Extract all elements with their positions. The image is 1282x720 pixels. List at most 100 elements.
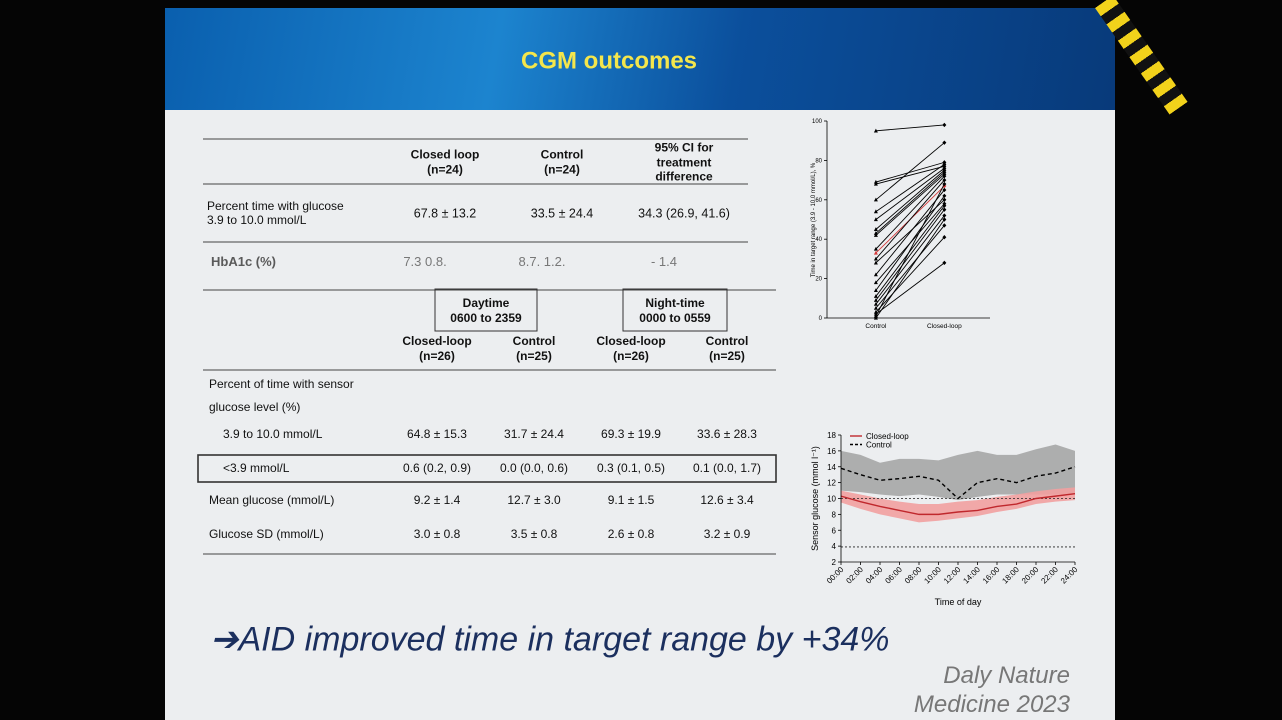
closed-loop-marker	[942, 173, 947, 179]
section-label: Percent of time with sensor glucose leve…	[209, 377, 354, 414]
pair-line	[875, 205, 945, 297]
column-header: Closed loop (n=24)	[410, 147, 480, 177]
pair-line	[875, 165, 945, 185]
control-marker	[873, 217, 878, 222]
x-tick-label: 16:00	[981, 565, 1002, 586]
closed-loop-marker	[942, 223, 947, 228]
x-tick-label: 18:00	[1000, 565, 1021, 586]
row-label: 3.9 to 10.0 mmol/L	[223, 426, 323, 441]
series-line	[840, 493, 1076, 516]
range-band	[841, 444, 1075, 501]
cell: 34.3 (26.9, 41.6)	[638, 206, 730, 221]
conclusion: ➔AID improved time in target range by +3…	[210, 620, 890, 659]
column-header: Control (n=25)	[705, 334, 749, 363]
closed-loop-marker	[942, 197, 947, 202]
control-marker	[873, 280, 878, 285]
pair-line	[875, 262, 945, 315]
cell: 12.7 ± 3.0	[507, 492, 561, 507]
y-tick-label: 18	[827, 431, 836, 440]
y-tick-label: 14	[827, 463, 836, 472]
control-marker	[873, 294, 878, 298]
cell: 9.1 ± 1.5	[607, 492, 655, 507]
row-label: <3.9 mmol/L	[223, 460, 290, 475]
x-tick-label: 12:00	[942, 565, 963, 586]
column-header: Closed-loop (n=26)	[402, 334, 472, 363]
series-line	[840, 466, 1076, 500]
cell: - 1.4	[650, 254, 678, 270]
slide	[165, 8, 1115, 720]
cell: 64.8 ± 15.3	[407, 426, 467, 441]
pair-line	[875, 219, 945, 319]
control-marker	[873, 309, 878, 314]
pair-line	[875, 175, 945, 250]
closed-loop-marker	[942, 140, 947, 145]
pair-line	[875, 215, 945, 305]
cell: 33.5 ± 24.4	[530, 206, 594, 221]
pair-line	[875, 173, 945, 236]
control-marker	[873, 260, 878, 265]
pair-line	[875, 171, 945, 234]
y-tick-label: 4	[832, 542, 837, 551]
control-marker	[873, 250, 878, 255]
y-tick-label: 80	[815, 158, 822, 164]
closed-loop-marker	[942, 235, 947, 240]
x-tick-label: 22:00	[1039, 565, 1060, 586]
control-marker	[873, 302, 878, 306]
y-tick-label: 12	[827, 479, 836, 488]
control-marker	[873, 209, 878, 214]
highlight-box	[197, 454, 777, 483]
pair-line	[875, 189, 945, 275]
cell: 0.0 (0.0, 0.6)	[499, 460, 569, 475]
control-marker	[873, 256, 878, 261]
pair-line	[875, 169, 945, 230]
y-tick-label: 100	[812, 119, 823, 125]
cell: 0.6 (0.2, 0.9)	[402, 460, 472, 475]
x-tick-label: 20:00	[1020, 565, 1041, 586]
y-tick-label: 20	[815, 277, 822, 283]
pair-line	[875, 183, 945, 317]
control-marker	[873, 315, 878, 320]
y-tick-label: 10	[827, 495, 836, 504]
closed-loop-marker	[942, 122, 947, 128]
control-marker	[873, 246, 878, 251]
row-label: Percent time with glucose 3.9 to 10.0 mm…	[207, 199, 344, 227]
control-marker	[873, 298, 878, 302]
pair-line	[875, 167, 945, 220]
closed-loop-marker	[942, 217, 947, 222]
pair-line	[875, 124, 945, 132]
group-box	[622, 288, 728, 332]
control-marker	[873, 197, 878, 202]
x-tick-label: 04:00	[864, 565, 885, 586]
y-tick-label: 16	[827, 447, 836, 456]
row-label: Mean glucose (mmol/L)	[209, 492, 335, 507]
range-band	[841, 487, 1075, 523]
pair-line	[875, 161, 945, 183]
pair-line	[875, 142, 945, 201]
y-tick-label: 0	[819, 316, 823, 322]
x-tick-label: 08:00	[903, 565, 924, 586]
y-axis-label: Sensor glucose (mmol l⁻¹)	[810, 446, 820, 551]
x-tick-label: 06:00	[883, 565, 904, 586]
cell: 33.6 ± 28.3	[697, 426, 757, 441]
y-tick-label: 8	[832, 510, 837, 519]
y-tick-label: 6	[832, 526, 837, 535]
group-box	[434, 288, 538, 332]
cell: 69.3 ± 19.9	[601, 426, 661, 441]
cell: 0.3 (0.1, 0.5)	[596, 460, 666, 475]
control-marker	[873, 233, 878, 237]
cell: 67.8 ± 13.2	[413, 206, 477, 221]
y-axis-label: Time in target range (3.9 - 10.0 mmol/L)…	[811, 162, 817, 277]
pair-line	[875, 236, 945, 313]
x-tick-label: Control	[865, 323, 887, 330]
y-tick-label: 60	[815, 198, 822, 204]
closed-loop-marker	[942, 213, 947, 218]
pair-line	[875, 195, 945, 291]
slide-title: CGM outcomes	[520, 47, 698, 75]
control-marker	[873, 128, 878, 133]
closed-loop-marker	[942, 187, 947, 193]
column-header: 95% CI for treatment difference	[654, 140, 714, 184]
closed-loop-marker	[942, 193, 947, 199]
control-marker	[873, 288, 878, 293]
